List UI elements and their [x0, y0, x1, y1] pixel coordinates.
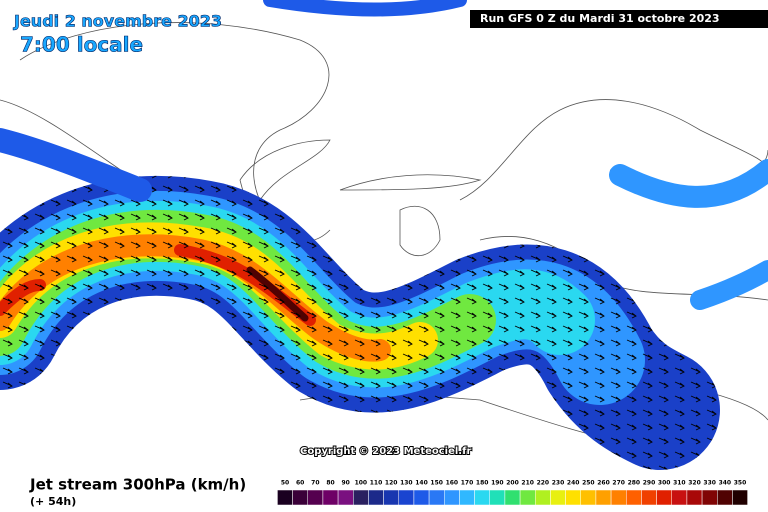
- scale-swatch: [413, 489, 430, 506]
- scale-swatch: [504, 489, 521, 506]
- scale-label: 50: [281, 480, 289, 487]
- scale-label: 280: [628, 480, 641, 487]
- scale-label: 80: [326, 480, 334, 487]
- lead-time: (+ 54h): [30, 495, 76, 508]
- scale-swatch: [428, 489, 445, 506]
- scale-label: 300: [658, 480, 671, 487]
- scale-label: 270: [612, 480, 625, 487]
- scale-swatch: [550, 489, 566, 506]
- scale-label: 210: [521, 480, 534, 487]
- scale-swatch: [474, 489, 491, 506]
- jet-stream: [0, 0, 768, 470]
- scale-swatch: [398, 489, 415, 506]
- scale-swatch: [565, 489, 581, 506]
- legend-title: Jet stream 300hPa (km/h): [29, 476, 246, 494]
- scale-label: 200: [506, 480, 519, 487]
- scale-swatch: [717, 489, 733, 506]
- scale-label: 130: [400, 480, 413, 487]
- scale-swatch: [292, 489, 309, 506]
- scale-label: 320: [688, 480, 701, 487]
- color-scale: 50 60 70 80 90 100 110 120 130 140 150 160 170 180 190…: [277, 480, 748, 506]
- scale-label: 120: [385, 480, 398, 487]
- scale-label: 290: [643, 480, 656, 487]
- scale-label: 100: [355, 480, 368, 487]
- scale-swatch: [686, 489, 703, 506]
- scale-label: 180: [476, 480, 489, 487]
- scale-swatch: [626, 489, 642, 506]
- copyright: Copyright © 2023 Meteociel.fr: [300, 446, 471, 457]
- scale-swatch: [610, 489, 627, 506]
- scale-swatch: [641, 489, 657, 506]
- forecast-date: Jeudi 2 novembre 2023: [13, 12, 222, 31]
- scale-swatch: [383, 489, 400, 506]
- scale-swatch: [337, 489, 354, 506]
- scale-swatch: [519, 489, 536, 506]
- scale-label: 170: [461, 480, 474, 487]
- scale-swatch: [307, 489, 324, 506]
- scale-swatch: [580, 489, 597, 506]
- scale-label: 350: [734, 480, 747, 487]
- scale-label: 70: [311, 480, 319, 487]
- scale-swatch: [489, 489, 506, 506]
- scale-swatch: [671, 489, 688, 506]
- scale-label: 310: [673, 480, 686, 487]
- scale-label: 140: [415, 480, 428, 487]
- scale-label: 60: [296, 480, 304, 487]
- scale-label: 90: [341, 480, 349, 487]
- scale-label: 160: [446, 480, 459, 487]
- scale-swatch: [459, 489, 475, 506]
- run-info: Run GFS 0 Z du Mardi 31 octobre 2023: [480, 12, 720, 25]
- scale-label: 190: [491, 480, 504, 487]
- scale-swatch: [277, 489, 293, 506]
- scale-swatch: [535, 489, 551, 506]
- run-box: [470, 10, 768, 28]
- scale-label: 150: [430, 480, 443, 487]
- scale-label: 230: [552, 480, 565, 487]
- scale-swatch: [701, 489, 718, 506]
- scale-swatch: [732, 489, 748, 506]
- forecast-time: 7:00 locale: [20, 33, 143, 57]
- scale-label: 330: [703, 480, 716, 487]
- scale-swatch: [353, 489, 369, 506]
- scale-swatch: [595, 489, 612, 506]
- scale-label: 220: [537, 480, 550, 487]
- scale-swatch: [322, 489, 339, 506]
- scale-label: 240: [567, 480, 580, 487]
- scale-label: 260: [597, 480, 610, 487]
- scale-label: 250: [582, 480, 595, 487]
- scale-label: 110: [370, 480, 383, 487]
- scale-swatch: [656, 489, 672, 506]
- scale-swatch: [368, 489, 384, 506]
- scale-swatch: [444, 489, 460, 506]
- scale-label: 340: [719, 480, 732, 487]
